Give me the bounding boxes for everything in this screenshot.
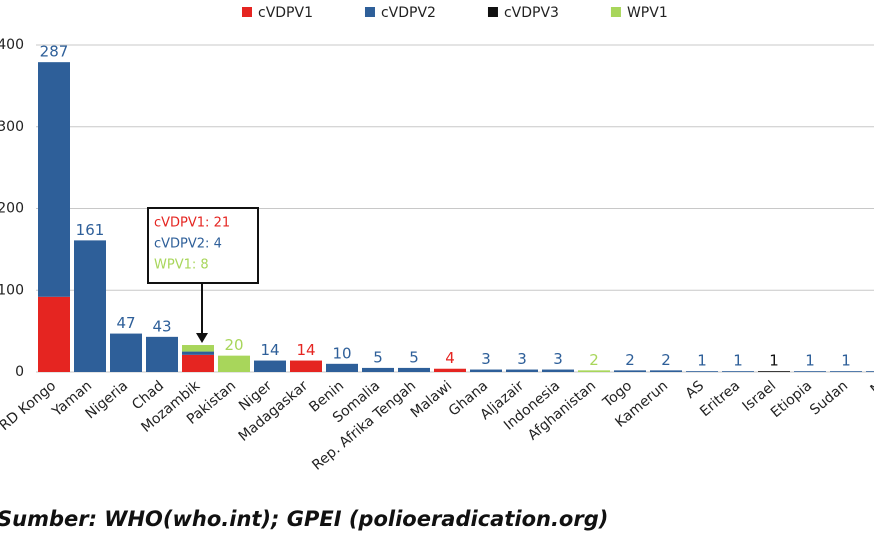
bar-segment	[398, 367, 430, 372]
legend-swatch	[610, 7, 621, 17]
bar-segment	[38, 62, 70, 297]
bar-segment	[794, 371, 826, 372]
value-label: 2	[589, 351, 599, 369]
x-tick: AS	[683, 378, 708, 402]
value-label: 2	[625, 351, 635, 369]
legend-swatch	[487, 7, 498, 17]
value-label: 47	[116, 314, 135, 332]
legend-label: cVDPV3	[504, 5, 559, 21]
value-label: 1	[697, 352, 707, 370]
x-tick-label: Etiopia	[768, 378, 815, 421]
bar-segment	[38, 296, 70, 372]
bar-segment	[866, 371, 874, 372]
x-tick-label: AS	[683, 378, 708, 402]
annotation-line: WPV1: 8	[154, 258, 209, 273]
bar-segment	[290, 360, 322, 372]
y-tick-label: 0	[15, 364, 24, 380]
bar-segment	[182, 351, 214, 355]
value-label: 20	[224, 336, 243, 354]
bar-segment	[146, 336, 178, 372]
bar-segment	[254, 360, 286, 372]
value-label: 1	[769, 352, 779, 370]
value-label: 1	[805, 352, 815, 370]
value-label: 3	[481, 350, 491, 368]
value-label: 10	[332, 344, 351, 362]
legend-label: WPV1	[627, 5, 668, 21]
bar-segment	[326, 363, 358, 372]
bar-segment	[434, 368, 466, 372]
bar-segment	[830, 371, 862, 372]
value-label: 14	[296, 341, 315, 359]
y-tick-label: 400	[0, 37, 24, 53]
value-label: 1	[841, 352, 851, 370]
legend-swatch	[242, 7, 252, 17]
value-label: 2	[661, 351, 671, 369]
annotation-box	[147, 207, 259, 284]
legend-label: cVDPV1	[258, 5, 313, 21]
legend-label: cVDPV2	[381, 5, 436, 21]
y-tick-label: 200	[0, 201, 24, 217]
value-label: 3	[517, 350, 527, 368]
value-label: 1	[733, 352, 743, 370]
x-tick-label: Sudan	[807, 378, 851, 419]
x-tick: M	[868, 378, 874, 398]
bar-segment	[74, 240, 106, 372]
bar-segment	[542, 369, 574, 372]
x-tick-label: Eritrea	[697, 378, 743, 420]
bar-segment	[506, 369, 538, 372]
value-label: 287	[40, 43, 69, 61]
bar-segment	[722, 371, 754, 372]
value-label: 161	[76, 221, 105, 239]
annotation-line: cVDPV1: 21	[154, 216, 230, 231]
value-label: 14	[260, 341, 279, 359]
annotation-line: cVDPV2: 4	[154, 237, 222, 252]
x-tick: Sudan	[807, 378, 851, 419]
y-tick-label: 300	[0, 119, 24, 135]
bar-segment	[614, 370, 646, 372]
y-tick-label: 100	[0, 282, 24, 298]
bar-segment	[470, 369, 502, 372]
bar-segment	[650, 370, 682, 372]
value-label: 43	[152, 317, 171, 335]
bar-segment	[182, 354, 214, 372]
bar-segment	[362, 367, 394, 372]
value-label: 3	[553, 350, 563, 368]
bar-segment	[218, 355, 250, 372]
x-tick-label: Malawi	[408, 378, 455, 421]
x-tick-label: M	[868, 378, 874, 398]
x-tick: Eritrea	[697, 378, 743, 420]
value-label: 4	[445, 349, 455, 367]
annotation-arrowhead	[196, 333, 208, 344]
bar-segment	[578, 370, 610, 372]
source: Sumber: WHO(who.int); GPEI (polioeradica…	[0, 507, 608, 531]
x-tick: Malawi	[408, 378, 455, 421]
bar-segment	[686, 371, 718, 372]
bar-segment	[182, 345, 214, 352]
bar-segment	[758, 371, 790, 372]
bar-segment	[110, 333, 142, 372]
legend-swatch	[364, 7, 375, 17]
value-label: 5	[373, 348, 383, 366]
value-label: 5	[409, 348, 419, 366]
x-tick: Etiopia	[768, 378, 815, 421]
